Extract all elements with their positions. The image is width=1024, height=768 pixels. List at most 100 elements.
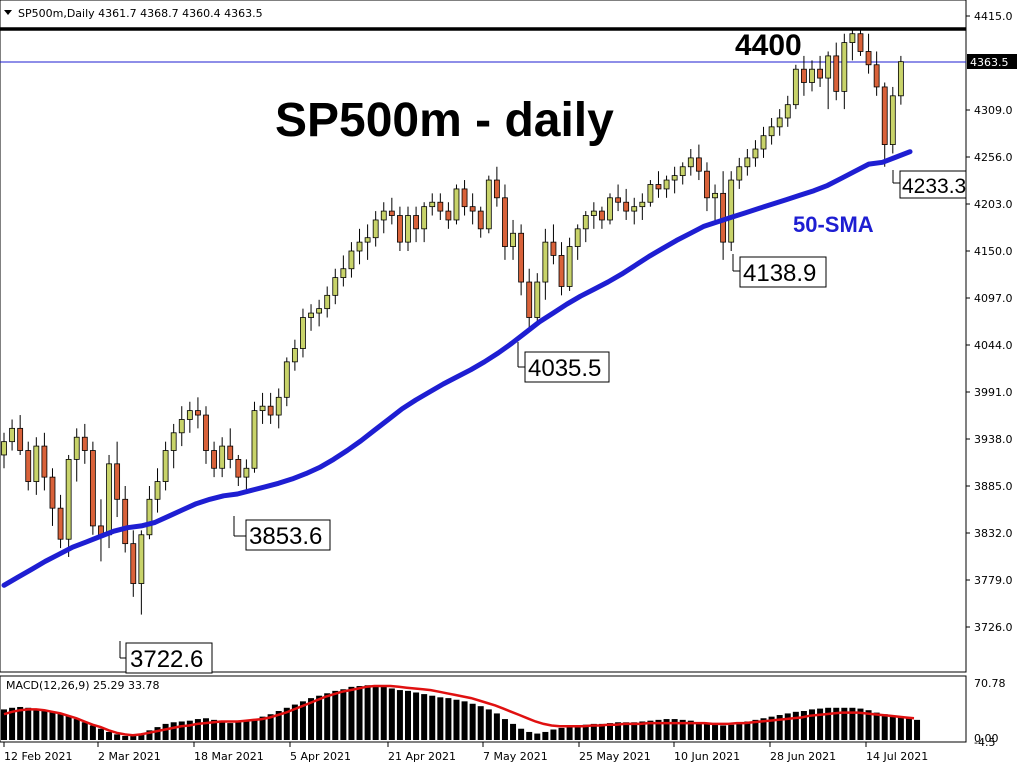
macd-bar bbox=[324, 693, 331, 740]
macd-bar bbox=[784, 713, 791, 740]
macd-bar bbox=[356, 686, 363, 740]
macd-bar bbox=[752, 719, 759, 740]
macd-bar bbox=[776, 715, 783, 740]
candle bbox=[865, 33, 872, 74]
candle bbox=[235, 454, 242, 486]
candle bbox=[655, 171, 662, 198]
candle bbox=[817, 55, 823, 87]
candle bbox=[348, 242, 355, 278]
x-tick-label: 12 Feb 2021 bbox=[4, 750, 72, 763]
macd-bar bbox=[275, 711, 282, 740]
candle bbox=[251, 401, 258, 473]
macd-bar bbox=[477, 706, 484, 740]
macd-bar bbox=[615, 722, 622, 740]
candle bbox=[316, 299, 323, 327]
candle bbox=[308, 304, 314, 331]
macd-bar bbox=[114, 734, 121, 740]
macd-bar bbox=[833, 707, 840, 740]
candle bbox=[154, 468, 161, 513]
candle bbox=[631, 197, 638, 225]
candle bbox=[776, 109, 783, 136]
candle bbox=[485, 175, 492, 234]
macd-bar bbox=[227, 723, 234, 740]
y-tick-label: 3726.0 bbox=[974, 621, 1013, 634]
svg-text:3853.6: 3853.6 bbox=[249, 523, 322, 550]
macd-bar bbox=[130, 735, 137, 740]
candle bbox=[647, 180, 654, 207]
candle bbox=[73, 428, 80, 482]
macd-bar bbox=[49, 711, 56, 740]
y-tick-label: 4256.0 bbox=[974, 151, 1013, 164]
candle bbox=[178, 406, 185, 447]
macd-bar bbox=[792, 711, 799, 740]
macd-bar bbox=[122, 735, 129, 740]
macd-bar bbox=[421, 694, 428, 740]
macd-bar bbox=[267, 714, 274, 740]
macd-bar bbox=[211, 719, 218, 740]
macd-bar bbox=[178, 721, 185, 740]
macd-bar bbox=[203, 718, 209, 740]
x-tick-label: 21 Apr 2021 bbox=[388, 750, 456, 763]
candle bbox=[138, 530, 145, 615]
candle bbox=[41, 432, 48, 491]
x-tick-label: 28 Jun 2021 bbox=[770, 750, 836, 763]
candle bbox=[526, 268, 533, 331]
macd-bar bbox=[542, 731, 549, 740]
x-tick-label: 14 Jul 2021 bbox=[866, 750, 928, 763]
svg-text:4035.5: 4035.5 bbox=[528, 355, 601, 382]
candle bbox=[518, 224, 525, 296]
candle bbox=[607, 193, 613, 225]
y-tick-label: 4150.0 bbox=[974, 245, 1013, 258]
macd-bar bbox=[566, 727, 573, 740]
callout-4035: 4035.5 bbox=[517, 342, 610, 383]
macd-bar bbox=[897, 717, 904, 740]
candle bbox=[679, 162, 686, 185]
callout-4138: 4138.9 bbox=[732, 254, 827, 288]
candle bbox=[300, 308, 306, 358]
y-tick-label: 4415.0 bbox=[974, 10, 1013, 23]
y-tick-label: 3832.0 bbox=[974, 527, 1013, 540]
y-tick-label: 4203.0 bbox=[974, 198, 1013, 211]
candle bbox=[809, 60, 815, 92]
candle bbox=[397, 206, 403, 251]
candle bbox=[712, 184, 718, 225]
macd-bar bbox=[550, 729, 557, 740]
candle bbox=[186, 401, 193, 433]
macd-bar bbox=[219, 721, 226, 740]
triangle-down-icon[interactable] bbox=[4, 10, 12, 15]
candle bbox=[469, 193, 476, 225]
candle bbox=[429, 193, 436, 216]
macd-bar bbox=[744, 721, 751, 740]
svg-text:4138.9: 4138.9 bbox=[743, 260, 816, 287]
macd-bar bbox=[712, 724, 719, 740]
macd-bar bbox=[857, 708, 864, 740]
candle bbox=[203, 406, 209, 464]
x-tick-label: 18 Mar 2021 bbox=[194, 750, 264, 763]
candle bbox=[825, 51, 832, 110]
macd-bar bbox=[501, 719, 508, 740]
macd-bar bbox=[687, 720, 694, 740]
macd-bar bbox=[728, 724, 735, 740]
macd-bar bbox=[800, 711, 807, 740]
macd-bar bbox=[631, 722, 638, 740]
macd-bar bbox=[518, 728, 525, 740]
macd-histogram bbox=[1, 685, 921, 740]
candle bbox=[574, 224, 581, 260]
macd-bar bbox=[25, 707, 32, 740]
candle bbox=[49, 468, 56, 526]
macd-bar bbox=[623, 722, 630, 740]
macd-tick-label: 0.00 bbox=[974, 732, 999, 745]
y-tick-label: 3991.0 bbox=[974, 386, 1013, 399]
candle bbox=[445, 202, 452, 229]
macd-axis: 70.78 0.00-4.5 bbox=[974, 677, 1006, 749]
candle bbox=[130, 530, 137, 597]
macd-bar bbox=[89, 725, 96, 740]
macd-bar bbox=[841, 707, 848, 740]
candle bbox=[17, 415, 24, 455]
candle bbox=[502, 184, 508, 260]
candle bbox=[639, 193, 646, 220]
macd-bar bbox=[348, 686, 355, 740]
candle bbox=[356, 228, 363, 265]
y-tick-label: 4309.0 bbox=[974, 104, 1013, 117]
macd-bar bbox=[655, 719, 662, 740]
